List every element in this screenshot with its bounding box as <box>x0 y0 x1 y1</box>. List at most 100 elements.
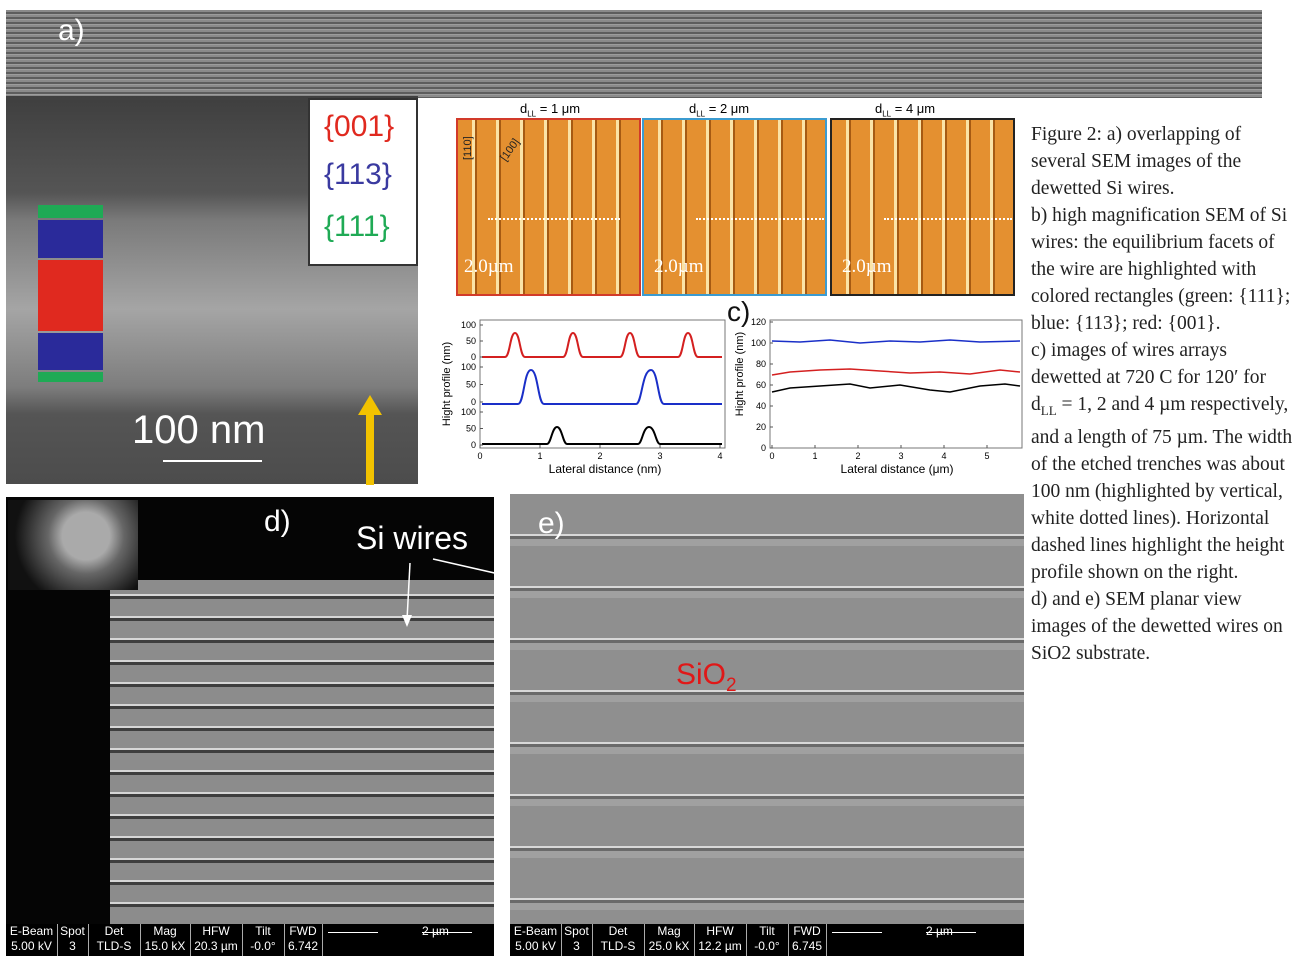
caption-text: = 1, 2 and 4 µm respectively, and a leng… <box>1031 394 1292 583</box>
scale-line <box>328 932 378 933</box>
afm-header: dLL = 1 μm <box>520 101 580 119</box>
y-tick-label: 0 <box>761 443 766 453</box>
header-rest: = 1 μm <box>536 101 580 116</box>
page: a) {001} {113} {111} 100 nm dLL = 1 μm d… <box>0 0 1303 956</box>
scale-label: 2 µm <box>926 924 953 939</box>
afm-scale: 2.0µm <box>654 256 703 278</box>
x-axis-label: Lateral distance (nm) <box>549 462 662 476</box>
profile-curve <box>482 333 722 357</box>
info-cell: Spot3 <box>561 924 593 956</box>
afm-header: dLL = 4 μm <box>875 101 935 119</box>
annotation-sub: 2 <box>726 675 737 696</box>
legend-item: {113} <box>324 158 392 192</box>
info-cell: FWD6.742 <box>284 924 323 956</box>
info-header: Tilt <box>746 924 788 939</box>
scale-line <box>832 932 882 933</box>
profile-curve <box>772 369 1020 375</box>
profile-plots: Hight profile (nm) Lateral distance (nm)… <box>430 300 1030 480</box>
info-cell: DetTLD-S <box>88 924 141 956</box>
arrow <box>355 395 385 485</box>
profile-curve <box>482 427 722 444</box>
profile-curve <box>772 340 1020 343</box>
caption-sub: LL <box>1041 403 1057 418</box>
info-header: Spot <box>561 924 592 939</box>
y-tick-label: 100 <box>461 407 476 417</box>
panel-label: a) <box>58 14 85 48</box>
profile-curve <box>482 370 722 404</box>
info-value: 15.0 kX <box>140 939 190 954</box>
info-bar: E-Beam5.00 kVSpot3DetTLD-SMag25.0 kXHFW1… <box>510 924 1024 956</box>
header-rest: = 2 μm <box>705 101 749 116</box>
info-value: 5.00 kV <box>510 939 561 954</box>
scale-label: 2 µm <box>422 924 449 939</box>
x-tick-label: 1 <box>812 451 817 461</box>
info-header: Mag <box>644 924 694 939</box>
caption-b: b) high magnification SEM of Si wires: t… <box>1031 202 1293 337</box>
y-tick-label: 100 <box>461 362 476 372</box>
info-value: TLD-S <box>592 939 644 954</box>
annotation-text: SiO <box>676 658 726 691</box>
info-value: -0.0° <box>242 939 284 954</box>
x-tick-label: 4 <box>941 451 946 461</box>
x-tick-label: 4 <box>717 451 722 461</box>
y-tick-label: 0 <box>471 397 476 407</box>
info-header: Spot <box>57 924 88 939</box>
info-cell: FWD6.745 <box>788 924 827 956</box>
info-value: 3 <box>561 939 592 954</box>
x-tick-label: 2 <box>855 451 860 461</box>
y-tick-label: 50 <box>466 336 476 346</box>
x-tick-label: 5 <box>984 451 989 461</box>
info-value: 6.745 <box>788 939 826 954</box>
info-value: 3 <box>57 939 88 954</box>
afm-scale: 2.0µm <box>842 256 891 278</box>
y-tick-label: 0 <box>471 440 476 450</box>
y-tick-label: 20 <box>756 422 766 432</box>
y-tick-label: 0 <box>471 352 476 362</box>
y-tick-label: 100 <box>461 320 476 330</box>
y-tick-label: 50 <box>466 424 476 434</box>
info-cell: E-Beam5.00 kV <box>510 924 562 956</box>
legend-item: {111} <box>324 210 390 244</box>
x-tick-label: 1 <box>537 451 542 461</box>
wires <box>110 580 494 924</box>
info-header: HFW <box>694 924 746 939</box>
x-tick-label: 0 <box>769 451 774 461</box>
profile-curve <box>772 384 1020 392</box>
y-tick-label: 80 <box>756 359 766 369</box>
info-value: TLD-S <box>88 939 140 954</box>
panel-label: d) <box>264 505 291 539</box>
info-cell: Tilt-0.0° <box>746 924 789 956</box>
info-header: FWD <box>788 924 826 939</box>
x-tick-label: 3 <box>657 451 662 461</box>
info-cell: Tilt-0.0° <box>242 924 285 956</box>
y-tick-label: 60 <box>756 380 766 390</box>
info-value: 5.00 kV <box>6 939 57 954</box>
facet-113 <box>38 333 103 370</box>
caption-de: d) and e) SEM planar view images of the … <box>1031 586 1293 667</box>
x-tick-label: 3 <box>898 451 903 461</box>
legend: {001} {113} {111} <box>308 98 418 266</box>
y-axis-label: Hight profile (nm) <box>734 332 746 416</box>
info-header: E-Beam <box>6 924 57 939</box>
profile-line <box>696 218 824 220</box>
facet-001 <box>38 260 103 331</box>
plot-frame <box>770 320 1022 448</box>
scale-bar-label: 100 nm <box>132 408 265 453</box>
info-value: -0.0° <box>746 939 788 954</box>
caption-a: Figure 2: a) overlapping of several SEM … <box>1031 121 1293 202</box>
y-tick-label: 120 <box>751 317 766 327</box>
annotation: Si wires <box>356 520 468 557</box>
scale-bar <box>163 460 262 462</box>
y-tick-label: 40 <box>756 401 766 411</box>
facet-113 <box>38 220 103 258</box>
sem-image-e <box>510 494 1024 924</box>
sem-image-a <box>6 10 1262 98</box>
profile-line <box>488 218 620 220</box>
x-axis-label: Lateral distance (μm) <box>841 462 954 476</box>
caption: Figure 2: a) overlapping of several SEM … <box>1031 121 1293 667</box>
legend-item: {001} <box>324 110 394 144</box>
